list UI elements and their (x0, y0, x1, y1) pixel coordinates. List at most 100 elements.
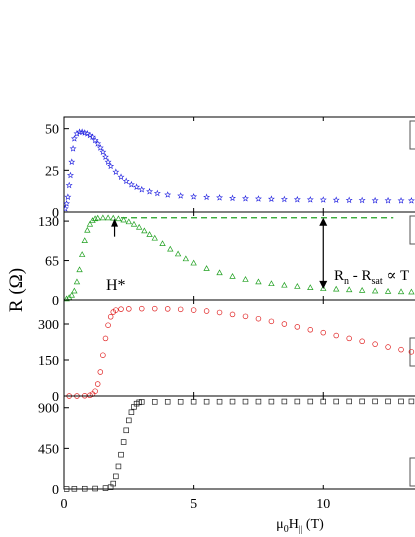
data-point (164, 306, 171, 312)
data-point (281, 321, 288, 327)
data-point (203, 308, 210, 314)
data-point (78, 251, 86, 257)
data-point (96, 144, 104, 151)
x-axis-label-mu: μ (276, 517, 284, 532)
data-point (113, 307, 119, 313)
data-point (84, 226, 91, 233)
y-tick-label: 0 (52, 390, 59, 405)
data-point (100, 352, 106, 358)
data-point (94, 140, 102, 147)
panel-p1: 0 25 50 (45, 116, 415, 221)
y-tick-label: 450 (38, 442, 59, 457)
annotation-gap-formula: Rn - Rsat ∝ T (334, 268, 409, 287)
data-point (64, 205, 69, 212)
y-tick-label: 50 (45, 123, 59, 138)
data-point (333, 398, 339, 405)
panel-p2: 0 65 130 (38, 211, 415, 309)
y-tick-label: 150 (38, 354, 59, 369)
data-point (268, 398, 275, 405)
data-point (320, 285, 327, 291)
data-point (128, 409, 135, 416)
data-point (293, 195, 301, 203)
data-point (358, 196, 366, 204)
legend-box (409, 457, 415, 487)
data-point (146, 187, 154, 195)
data-point (255, 278, 262, 285)
data-point (127, 180, 135, 188)
data-point (255, 315, 262, 322)
data-point (110, 480, 117, 487)
data-point (81, 485, 88, 492)
data-point (190, 193, 198, 200)
data-point (358, 286, 366, 293)
data-point (294, 283, 301, 289)
data-point (110, 214, 117, 221)
data-point (216, 194, 224, 201)
data-point (67, 171, 74, 179)
data-point (174, 250, 182, 257)
data-point (125, 218, 133, 225)
panel-frame (63, 395, 415, 490)
data-point (70, 135, 78, 142)
data-point (89, 217, 96, 223)
data-point (115, 463, 122, 470)
y-tick-label: 0 (52, 206, 59, 221)
data-point (359, 338, 365, 345)
data-point (105, 322, 111, 328)
data-point (91, 136, 99, 144)
data-point (81, 237, 88, 243)
gap-arrow-head-bottom (319, 280, 328, 289)
data-point (133, 183, 141, 190)
data-point (164, 399, 171, 405)
data-point (117, 173, 125, 180)
data-point (203, 193, 211, 201)
series-p2 (64, 214, 415, 302)
annotation-minus-r: - R (349, 268, 372, 284)
data-point (216, 309, 223, 316)
data-point (307, 398, 314, 405)
panel-p4: 0 450 900 (38, 395, 415, 498)
data-point (138, 185, 146, 193)
data-point (182, 255, 190, 262)
data-point (99, 214, 107, 221)
data-point (384, 196, 392, 204)
data-point (120, 439, 127, 445)
data-point (385, 344, 391, 350)
data-point (332, 196, 340, 203)
data-point (102, 485, 109, 491)
data-point (242, 313, 249, 320)
data-point (164, 191, 172, 198)
data-point (203, 265, 210, 271)
data-point (86, 131, 94, 139)
data-point (151, 305, 158, 312)
y-tick-label: 0 (52, 483, 59, 498)
data-point (107, 162, 115, 170)
data-point (122, 177, 130, 185)
data-point (92, 388, 98, 394)
x-tick-label: 10 (316, 497, 330, 512)
data-point (104, 214, 112, 221)
data-point (190, 307, 197, 313)
legend-box (409, 120, 415, 150)
data-point (139, 305, 145, 312)
legend-box (409, 215, 415, 245)
data-point (281, 398, 288, 405)
data-point (115, 215, 122, 222)
data-point (280, 195, 288, 203)
data-point (216, 269, 223, 276)
data-point (307, 327, 314, 333)
data-point (102, 335, 109, 342)
data-point (123, 427, 129, 434)
data-point (255, 398, 262, 405)
data-point (64, 295, 70, 302)
y-axis-label: R (Ω) (6, 268, 27, 312)
data-point (118, 306, 124, 312)
data-point (71, 486, 78, 492)
annotation-sub-sat: sat (372, 276, 383, 287)
data-point (229, 398, 236, 405)
series-p1 (64, 128, 415, 212)
data-point (320, 398, 327, 405)
data-point (159, 240, 166, 246)
data-point (126, 417, 132, 424)
data-point (167, 245, 174, 252)
